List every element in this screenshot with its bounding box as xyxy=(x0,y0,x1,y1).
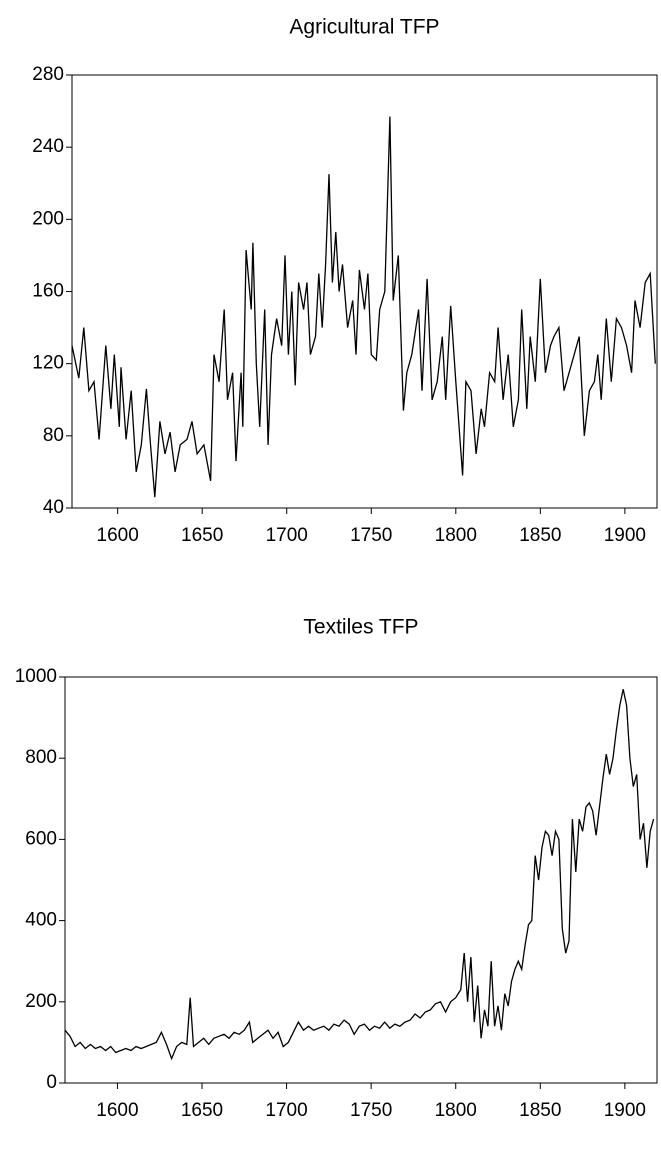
y-tick-label: 600 xyxy=(25,828,57,849)
y-tick-label: 200 xyxy=(32,208,64,229)
y-tick-label: 800 xyxy=(25,747,57,768)
y-tick-label: 80 xyxy=(43,425,64,446)
x-tick-label: 1700 xyxy=(265,1100,307,1121)
data-line xyxy=(64,689,655,1061)
plot-frame xyxy=(64,676,658,1084)
y-tick-label: 200 xyxy=(25,991,57,1012)
x-tick-label: 1800 xyxy=(435,1100,477,1121)
x-tick-label: 1850 xyxy=(519,525,561,546)
y-tick-label: 1000 xyxy=(15,666,57,687)
x-tick-label: 1750 xyxy=(350,1100,392,1121)
x-tick-label: 1650 xyxy=(181,525,223,546)
x-tick-label: 1600 xyxy=(96,1100,138,1121)
y-tick-label: 40 xyxy=(43,497,64,518)
x-tick-label: 1900 xyxy=(604,525,646,546)
x-tick-label: 1900 xyxy=(604,1100,646,1121)
x-tick-label: 1850 xyxy=(519,1100,561,1121)
chart-title: Textiles TFP xyxy=(303,616,418,639)
y-tick-label: 120 xyxy=(32,353,64,374)
x-tick-label: 1650 xyxy=(181,1100,223,1121)
x-tick-label: 1750 xyxy=(350,525,392,546)
y-tick-label: 400 xyxy=(25,910,57,931)
data-line xyxy=(71,116,656,498)
chart-title: Agricultural TFP xyxy=(289,16,439,39)
y-tick-label: 240 xyxy=(32,136,64,157)
y-tick-label: 160 xyxy=(32,281,64,302)
y-tick-label: 280 xyxy=(32,64,64,85)
x-tick-label: 1700 xyxy=(266,525,308,546)
y-tick-label: 0 xyxy=(46,1072,57,1093)
plot-frame xyxy=(71,74,658,509)
x-tick-label: 1800 xyxy=(435,525,477,546)
x-tick-label: 1600 xyxy=(97,525,139,546)
